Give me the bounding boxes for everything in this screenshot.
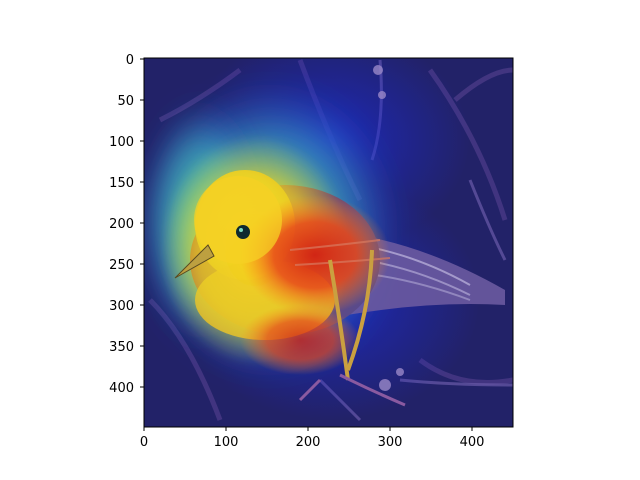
x-axis: 0 100 200 300 400	[140, 427, 485, 450]
y-axis: 0 50 100 150 200 250 300 350 400	[109, 53, 144, 396]
y-tick-label: 100	[109, 135, 134, 150]
x-tick-label: 100	[214, 435, 239, 450]
y-tick-label: 0	[126, 53, 134, 68]
x-tick-label: 200	[296, 435, 321, 450]
x-tick-label: 300	[378, 435, 403, 450]
x-tick-label: 400	[460, 435, 485, 450]
y-tick-label: 250	[109, 258, 134, 273]
y-tick-label: 150	[109, 176, 134, 191]
y-tick-label: 300	[109, 299, 134, 314]
x-tick-label: 0	[140, 435, 148, 450]
y-tick-label: 350	[109, 340, 134, 355]
y-tick-label: 400	[109, 381, 134, 396]
y-tick-label: 50	[117, 94, 134, 109]
axes-frame	[143, 57, 514, 428]
heatmap-image	[144, 58, 513, 427]
y-tick-label: 200	[109, 217, 134, 232]
